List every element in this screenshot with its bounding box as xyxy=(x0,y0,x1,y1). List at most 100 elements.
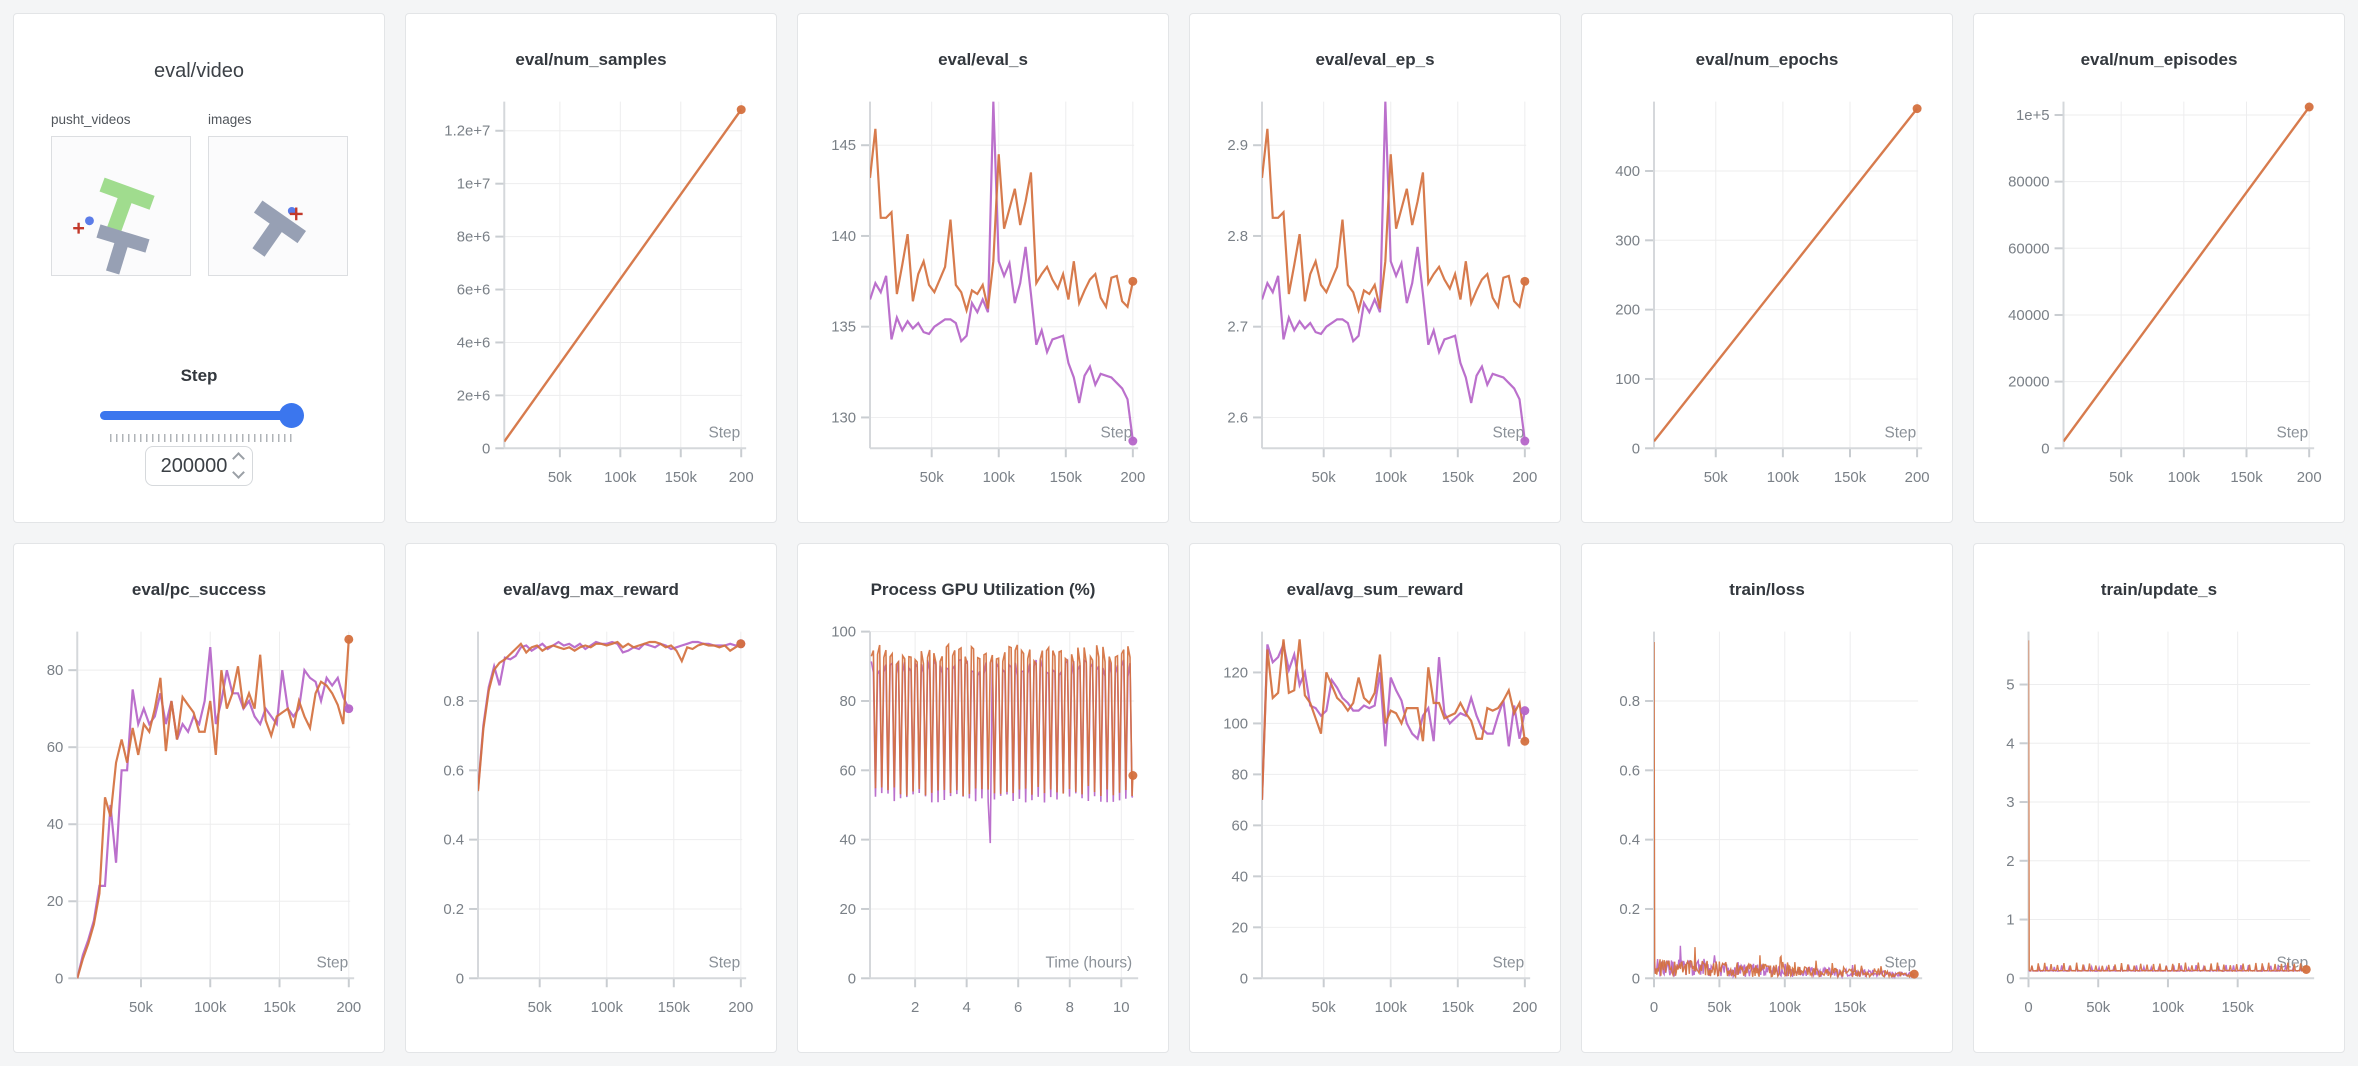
y-tick-label: 0 xyxy=(848,970,856,987)
y-tick-label: 200 xyxy=(1615,302,1640,319)
panel-eval-num-epochs[interactable]: eval/num_epochs 50k 100k 150k 200 0 100 200 300 4… xyxy=(1581,13,1953,523)
x-axis-label: Step xyxy=(2277,424,2309,441)
y-tick-label: 8e+6 xyxy=(457,229,491,246)
y-tick-label: 1.2e+7 xyxy=(444,123,490,140)
y-tick-label: 100 xyxy=(1615,371,1640,388)
y-tick-label: 6e+6 xyxy=(457,281,491,298)
y-tick-label: 60 xyxy=(1231,817,1248,834)
panel-train-loss[interactable]: train/loss 0 50k 100k 150k 0 0.2 0.4 0.6 0.8 Step xyxy=(1581,543,1953,1053)
x-tick-label: 150k xyxy=(1050,469,1083,486)
x-tick-label: 50k xyxy=(528,999,553,1016)
series-run-orange xyxy=(1654,107,1919,443)
slider-tick-ruler xyxy=(110,434,292,442)
series-end-marker xyxy=(1520,436,1530,446)
series-run-purple xyxy=(1262,640,1526,800)
y-tick-label: 3 xyxy=(2006,794,2014,811)
panel-title: train/loss xyxy=(1729,580,1805,599)
series-run-orange xyxy=(1262,128,1526,315)
series-end-marker xyxy=(2304,102,2314,112)
x-tick-label: 100k xyxy=(2168,469,2201,486)
y-tick-label: 0 xyxy=(1632,440,1640,457)
pusht-scene xyxy=(73,177,155,275)
x-tick-label: 50k xyxy=(548,469,573,486)
series-end-marker xyxy=(1520,706,1530,716)
panel-eval-num-episodes[interactable]: eval/num_episodes 50k 100k 150k 200 0 20000 400… xyxy=(1973,13,2345,523)
y-tick-label: 2.9 xyxy=(1227,137,1248,154)
y-tick-label: 2.7 xyxy=(1227,319,1248,336)
y-tick-label: 40 xyxy=(839,832,856,849)
y-tick-label: 60 xyxy=(47,739,64,756)
series-run-purple xyxy=(1262,101,1526,442)
panel-title: Process GPU Utilization (%) xyxy=(870,580,1096,599)
y-tick-label: 0.8 xyxy=(1619,693,1640,710)
panel-title: eval/num_epochs xyxy=(1695,50,1839,69)
x-tick-label: 150k xyxy=(2230,469,2263,486)
series-end-marker xyxy=(1912,104,1922,114)
y-tick-label: 0 xyxy=(2006,970,2014,987)
y-tick-label: 80 xyxy=(47,662,64,679)
step-value[interactable]: 200000 xyxy=(160,454,228,477)
media-thumbnail-pusht-videos[interactable] xyxy=(51,136,191,276)
y-tick-label: 20000 xyxy=(2008,374,2049,391)
y-tick-label: 300 xyxy=(1615,232,1640,249)
x-tick-label: 2 xyxy=(911,999,919,1016)
y-tick-label: 130 xyxy=(831,409,856,426)
x-tick-label: 150k xyxy=(658,999,691,1016)
chart-canvas: 50k 100k 150k 200 0 0.2 0.4 0.6 0.8 Step xyxy=(443,631,753,1016)
y-tick-label: 0.4 xyxy=(1619,832,1640,849)
panel-eval-avg-max-reward[interactable]: eval/avg_max_reward 50k 100k 150k 200 0 0.2 0.4… xyxy=(405,543,777,1053)
y-tick-label: 0 xyxy=(2041,440,2049,457)
y-tick-label: 400 xyxy=(1615,163,1640,180)
pusht-scene xyxy=(252,200,307,257)
panel-process-gpu-utilization[interactable]: Process GPU Utilization (%) 2 4 6 8 10 0 20 40 60… xyxy=(797,543,1169,1053)
x-axis-label: Step xyxy=(1493,424,1525,441)
x-tick-label: 150k xyxy=(1442,999,1475,1016)
series-end-marker xyxy=(1128,436,1138,446)
step-slider[interactable] xyxy=(100,402,304,428)
y-tick-label: 20 xyxy=(839,901,856,918)
panel-eval-avg-sum-reward[interactable]: eval/avg_sum_reward 50k 100k 150k 200 0 20 40 60… xyxy=(1189,543,1561,1053)
series-end-marker xyxy=(1520,276,1530,286)
x-axis-label: Step xyxy=(709,954,741,971)
panel-eval-eval-s[interactable]: eval/eval_s 50k 100k 150k 200 130 135 140 145 Ste… xyxy=(797,13,1169,523)
increment-chevron-icon[interactable] xyxy=(232,452,245,465)
panel-train-update-s[interactable]: train/update_s 0 50k 100k 150k 0 1 2 3 4 5 Step xyxy=(1973,543,2345,1053)
y-tick-label: 2e+6 xyxy=(457,387,491,404)
chart-canvas: 50k 100k 150k 200 0 20 40 60 80 Step xyxy=(47,631,361,1016)
agent-dot xyxy=(85,216,94,226)
y-tick-label: 2 xyxy=(2006,853,2014,870)
step-value-input[interactable]: 200000 xyxy=(145,446,253,486)
panel-eval-pc-success[interactable]: eval/pc_success 50k 100k 150k 200 0 20 40 60 80 St… xyxy=(13,543,385,1053)
media-key-label: pusht_videos xyxy=(51,112,131,127)
panel-title: eval/eval_ep_s xyxy=(1315,50,1435,69)
x-tick-label: 50k xyxy=(1704,469,1729,486)
series-end-marker xyxy=(1128,771,1138,780)
series-run-orange xyxy=(504,108,743,443)
chart-canvas: 0 50k 100k 150k 0 0.2 0.4 0.6 0.8 Step xyxy=(1619,631,1923,1016)
y-tick-label: 145 xyxy=(831,137,856,154)
y-tick-label: 0 xyxy=(1240,970,1248,987)
y-tick-label: 0.8 xyxy=(443,693,464,710)
series-run-orange xyxy=(2063,106,2311,443)
x-tick-label: 100k xyxy=(194,999,227,1016)
media-thumbnail-images[interactable] xyxy=(208,136,348,276)
y-tick-label: 40 xyxy=(47,816,64,833)
panel-eval-num-samples[interactable]: eval/num_samples 50k 100k 150k 200 0 2e+6 4e+6 6… xyxy=(405,13,777,523)
series-end-marker xyxy=(736,105,746,115)
panel-eval-eval-ep-s[interactable]: eval/eval_ep_s 50k 100k 150k 200 2.6 2.7 2.8 2.9… xyxy=(1189,13,1561,523)
y-tick-label: 40 xyxy=(1231,868,1248,885)
decrement-chevron-icon[interactable] xyxy=(232,466,245,479)
x-tick-label: 200 xyxy=(1120,469,1145,486)
y-tick-label: 4 xyxy=(2006,735,2014,752)
slider-track[interactable] xyxy=(100,411,300,420)
y-tick-label: 0.6 xyxy=(1619,762,1640,779)
goal-cross xyxy=(73,222,85,234)
chart-canvas: 50k 100k 150k 200 0 20 40 60 80 100 120 Step xyxy=(1223,631,1537,1016)
panel-eval-video[interactable]: eval/video pusht_videos images xyxy=(13,13,385,523)
series-end-marker xyxy=(1909,969,1919,979)
x-axis-label: Step xyxy=(1885,954,1917,971)
y-tick-label: 0.2 xyxy=(443,901,464,918)
slider-handle[interactable] xyxy=(279,403,304,428)
y-tick-label: 100 xyxy=(1223,715,1248,732)
